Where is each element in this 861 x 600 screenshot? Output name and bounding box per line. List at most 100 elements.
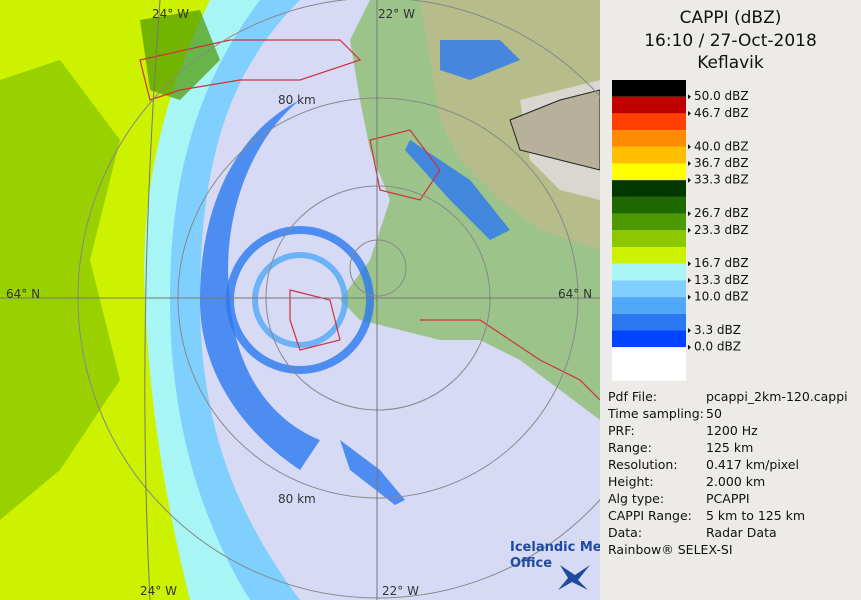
legend-pointer (688, 261, 691, 267)
legend-pointer (688, 227, 691, 233)
info-value: 125 km (706, 440, 754, 455)
lat-label: 64° N (558, 287, 592, 301)
info-key: Range: (608, 440, 652, 455)
legend-pointer (688, 344, 691, 350)
legend-label: 16.7 dBZ (694, 256, 749, 270)
range-ring (349, 239, 407, 297)
echo-ring (226, 226, 374, 374)
legend-pointer (688, 110, 691, 116)
legend-swatch (612, 313, 686, 331)
echo-green (0, 60, 120, 520)
legend-pointer (688, 328, 691, 333)
info-row: Height: 2.000 km (608, 473, 848, 490)
legend-label: 40.0 dBZ (694, 139, 749, 153)
info-value: 50 (706, 406, 722, 421)
info-table: Pdf File: pcappi_2km-120.cappi Time sampli… (608, 388, 848, 541)
legend-swatch (612, 263, 686, 281)
legend-swatch (612, 146, 686, 164)
legend-pointer (688, 161, 691, 166)
info-row: CAPPI Range: 5 km to 125 km (608, 507, 848, 524)
echo-patch (440, 40, 520, 80)
info-row: Pdf File: pcappi_2km-120.cappi (608, 388, 848, 405)
footer: Rainbow® SELEX-SI (608, 542, 733, 557)
legend-swatch (612, 297, 686, 314)
echo-streak (340, 440, 405, 505)
lat-label: 64° N (6, 287, 40, 301)
lon-label: 24° W (152, 7, 189, 21)
info-value: 5 km to 125 km (706, 508, 806, 523)
info-row: PRF: 1200 Hz (608, 422, 848, 439)
longitude-line (144, 0, 161, 600)
legend-pointer (688, 211, 691, 217)
legend-swatch (612, 196, 686, 214)
legend-swatch (612, 96, 686, 114)
legend-label: 10.0 dBZ (694, 290, 749, 304)
echo-ring (252, 252, 348, 348)
legend-label: 26.7 dBZ (694, 206, 749, 220)
legend-swatch (612, 247, 686, 264)
echo-streak (405, 140, 510, 240)
echo-dark-green (140, 10, 220, 100)
info-row: Resolution: 0.417 km/pixel (608, 456, 848, 473)
title: CAPPI (dBZ) (679, 8, 782, 28)
info-key: Alg type: (608, 491, 665, 506)
info-key: Time sampling: (608, 406, 704, 421)
echo-blue (200, 100, 320, 470)
info-value: 2.000 km (706, 474, 766, 489)
coast-shape (509, 89, 600, 171)
legend-pointer (688, 277, 691, 283)
graticule (0, 0, 600, 600)
legend-label: 36.7 dBZ (694, 156, 749, 170)
info-value: Radar Data (706, 525, 777, 540)
legend-label: 33.3 dBZ (694, 173, 749, 187)
ring-label: 80 km (278, 492, 316, 506)
info-row: Time sampling: 50 (608, 405, 848, 422)
legend-pointer (688, 294, 691, 300)
legend-swatch (612, 213, 686, 231)
lon-label: 24° W (140, 584, 177, 598)
legend-pointer (688, 94, 691, 100)
legend-pointer (688, 177, 691, 183)
info-key: Pdf File: (608, 389, 657, 404)
radar-map: 24° W 22° W 64° N 64° N 80 km 80 km 24° … (0, 0, 600, 600)
legend-label: 50.0 dBZ (694, 89, 749, 103)
info-key: Height: (608, 474, 654, 489)
info-row: Range: 125 km (608, 439, 848, 456)
info-key: Resolution: (608, 457, 678, 472)
info-value: 1200 Hz (706, 423, 758, 438)
legend-swatch (612, 163, 686, 181)
legend-swatch (612, 180, 686, 197)
station: Keflavik (697, 53, 764, 73)
legend-swatch (612, 330, 686, 348)
legend-label: 0.0 dBZ (694, 340, 741, 354)
info-key: Data: (608, 525, 643, 540)
legend-swatch (612, 230, 686, 247)
legend-swatch (612, 113, 686, 131)
legend-swatch (612, 80, 686, 97)
color-legend: 50.0 dBZ 46.7 dBZ 40.0 dBZ 36.7 dBZ 33.3 dBZ… (612, 80, 749, 381)
logo-mark (558, 565, 590, 590)
legend-label: 23.3 dBZ (694, 223, 749, 237)
legend-label: 46.7 dBZ (694, 106, 749, 120)
info-value: PCAPPI (706, 491, 750, 506)
lon-label: 22° W (378, 7, 415, 21)
info-row: Data: Radar Data (608, 524, 848, 541)
info-value: 0.417 km/pixel (706, 457, 799, 472)
coastline (139, 39, 600, 401)
lon-label: 22° W (382, 584, 419, 598)
info-key: CAPPI Range: (608, 508, 692, 523)
legend-swatch (612, 347, 686, 381)
legend-swatch (612, 130, 686, 147)
info-value: pcappi_2km-120.cappi (706, 389, 848, 404)
legend-label: 3.3 dBZ (694, 323, 741, 337)
info-row: Alg type: PCAPPI (608, 490, 848, 507)
logo-text: Office (510, 556, 552, 571)
side-panel: CAPPI (dBZ) 16:10 / 27-Oct-2018 Keflavik… (600, 0, 861, 600)
datetime: 16:10 / 27-Oct-2018 (644, 31, 817, 51)
legend-pointer (688, 144, 691, 150)
ring-label: 80 km (278, 93, 316, 107)
logo-text: Icelandic Met (510, 540, 600, 555)
legend-swatch (612, 280, 686, 298)
legend-label: 13.3 dBZ (694, 273, 749, 287)
